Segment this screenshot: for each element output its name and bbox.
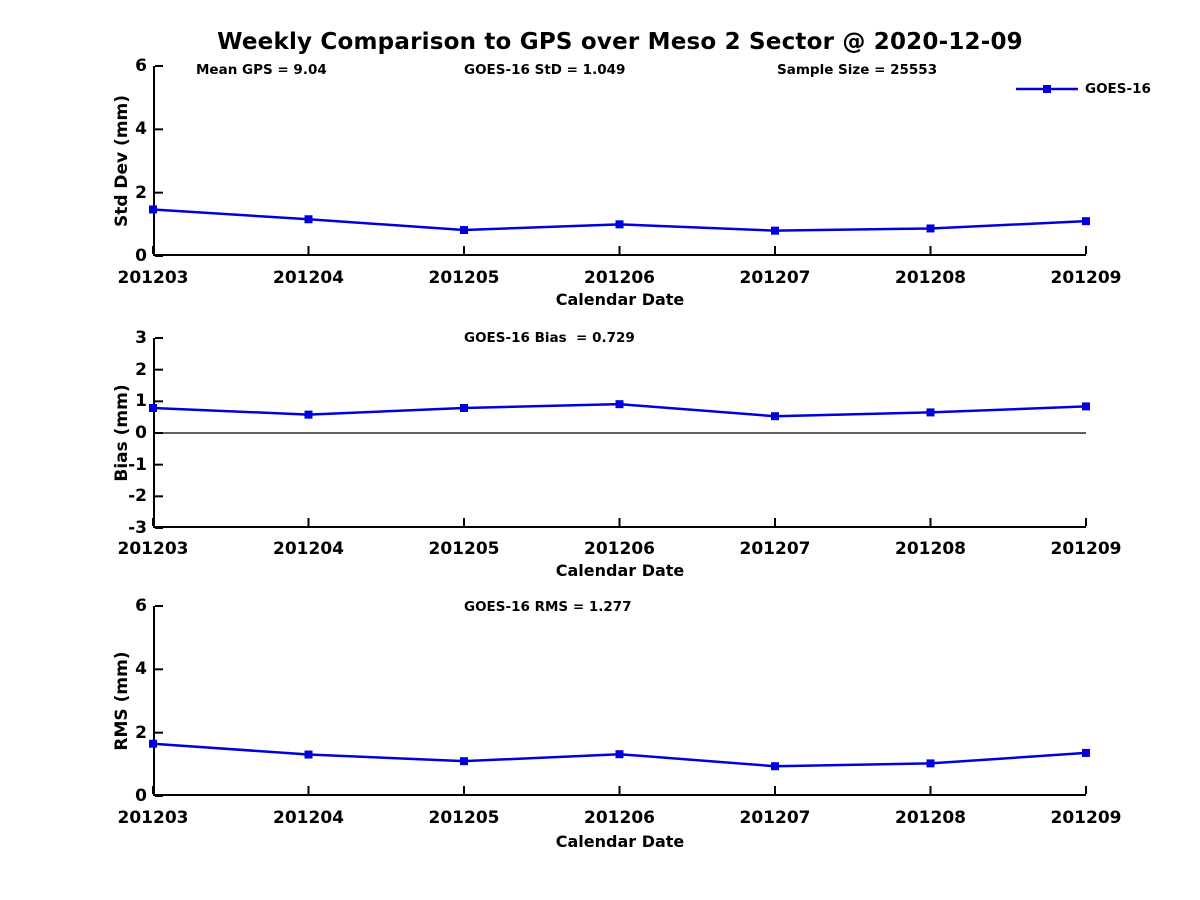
data-point-marker (615, 400, 624, 409)
legend-line-marker-icon (1016, 85, 1078, 93)
x-tick-label: 201207 (739, 539, 811, 559)
data-point-marker (460, 226, 468, 235)
data-point-marker (1082, 217, 1090, 226)
legend: GOES-16 (1016, 81, 1151, 97)
x-axis-label-2: Calendar Date (555, 561, 685, 580)
annotation-goes16-std: GOES-16 StD = 1.049 (464, 62, 626, 78)
rms-plot (149, 605, 1090, 797)
annotation-mean-gps: Mean GPS = 9.04 (196, 62, 327, 78)
x-tick-label: 201208 (895, 808, 966, 828)
data-point-marker (1082, 402, 1090, 411)
annotation-sample-size: Sample Size = 25553 (777, 62, 938, 78)
y-tick-label: 4 (135, 659, 147, 680)
x-tick-label: 201204 (273, 539, 344, 559)
x-tick-label: 201203 (117, 539, 189, 559)
x-tick-label: 201209 (1050, 539, 1122, 559)
y-tick-label: -2 (128, 486, 147, 507)
data-point-marker (1082, 748, 1090, 757)
data-point-marker (926, 408, 935, 417)
x-axis-label-3: Calendar Date (555, 832, 685, 851)
x-tick-label: 201209 (1050, 808, 1122, 828)
data-point-marker (771, 226, 779, 235)
data-point-marker (926, 224, 935, 233)
legend-label: GOES-16 (1085, 81, 1151, 97)
x-tick-label: 201204 (273, 808, 344, 828)
y-tick-label: 4 (135, 119, 147, 140)
bias-plot (149, 337, 1090, 529)
annotation-goes16-bias: GOES-16 Bias = 0.729 (464, 330, 635, 346)
data-point-marker (460, 757, 468, 766)
data-point-marker (615, 750, 624, 759)
y-tick-label: 0 (135, 423, 147, 443)
data-point-marker (771, 412, 779, 421)
x-tick-label: 201204 (273, 268, 344, 288)
y-tick-label: 0 (135, 786, 147, 806)
x-tick-label: 201206 (584, 539, 655, 559)
x-tick-label: 201205 (428, 808, 500, 828)
y-tick-label: -1 (128, 454, 147, 475)
y-tick-label: 2 (135, 359, 147, 380)
x-tick-label: 201205 (428, 268, 500, 288)
x-tick-label: 201208 (895, 539, 966, 559)
y-tick-label: 0 (135, 246, 147, 266)
data-point-marker (615, 220, 624, 229)
std-dev-plot (149, 65, 1090, 257)
y-tick-label: -3 (128, 518, 147, 538)
data-point-marker (926, 759, 935, 768)
x-axis-label-1: Calendar Date (555, 290, 685, 309)
x-tick-label: 201207 (739, 268, 811, 288)
y-tick-label: 6 (135, 596, 147, 616)
x-tick-label: 201208 (895, 268, 966, 288)
data-point-marker (304, 410, 313, 419)
x-tick-label: 201205 (428, 539, 500, 559)
x-tick-label: 201209 (1050, 268, 1122, 288)
page-title: Weekly Comparison to GPS over Meso 2 Sec… (217, 29, 1023, 55)
x-tick-label: 201207 (739, 808, 811, 828)
data-point-marker (771, 762, 779, 771)
y-tick-label: 3 (135, 328, 147, 348)
data-point-marker (304, 215, 313, 224)
y-tick-label: 2 (135, 722, 147, 743)
y-tick-label: 2 (135, 182, 147, 203)
y-tick-label: 1 (135, 391, 147, 412)
x-tick-label: 201206 (584, 808, 655, 828)
data-point-marker (304, 750, 313, 759)
y-tick-label: 6 (135, 56, 147, 76)
data-point-marker (149, 205, 157, 214)
data-point-marker (149, 739, 157, 748)
y-axis-label-std-dev: Std Dev (mm) (112, 94, 132, 228)
x-tick-label: 201203 (117, 268, 189, 288)
x-tick-label: 201203 (117, 808, 189, 828)
data-point-marker (149, 403, 157, 412)
x-tick-label: 201206 (584, 268, 655, 288)
data-point-marker (460, 403, 468, 412)
annotation-goes16-rms: GOES-16 RMS = 1.277 (464, 599, 632, 615)
